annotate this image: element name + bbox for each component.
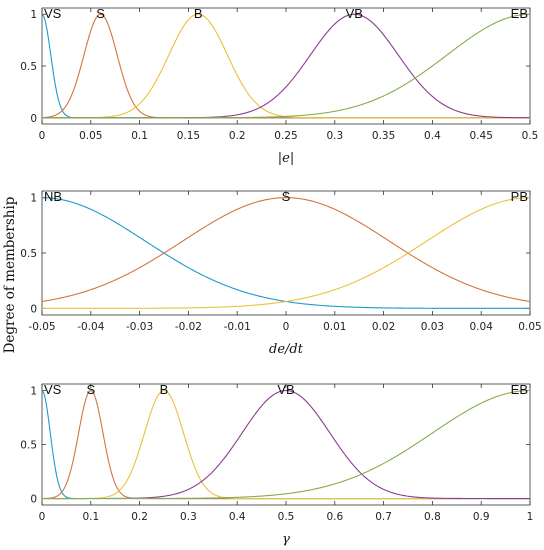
x-tick-label: 0.4 (424, 130, 441, 142)
x-tick-label: 0.8 (424, 511, 441, 523)
series-line-s (41, 197, 531, 303)
series-label-vb: VB (346, 6, 363, 21)
x-tick-label: 0.3 (180, 511, 197, 523)
x-axis-label: |e| (278, 151, 294, 166)
x-tick-label: 0.45 (470, 130, 493, 142)
x-tick-label: 0.3 (326, 130, 343, 142)
series-line-pb (42, 197, 531, 309)
series-label-vs: VS (44, 6, 62, 21)
y-tick-label: 1 (30, 193, 37, 205)
y-tick-label: 0.5 (20, 248, 37, 260)
x-tick-label: 0 (39, 130, 46, 142)
series-label-s: S (96, 6, 105, 21)
plot-area-frame (41, 383, 531, 506)
series-label-eb: EB (511, 6, 528, 21)
series-line-vs (41, 13, 530, 119)
x-tick-label: 0.25 (274, 130, 297, 142)
x-tick-label: 0.35 (372, 130, 395, 142)
series-line-eb (42, 13, 531, 119)
series-line-s (41, 389, 530, 500)
y-tick-label: 0 (30, 303, 37, 315)
series-label-eb: EB (511, 382, 528, 397)
x-tick-label: 0.5 (522, 130, 539, 142)
series-label-pb: PB (511, 189, 528, 204)
x-tick-label: -0.01 (224, 321, 251, 333)
x-tick-label: 0.2 (229, 130, 246, 142)
y-tick-label: 1 (30, 9, 37, 21)
x-tick-label: 0 (39, 511, 46, 523)
x-tick-label: -0.05 (28, 321, 55, 333)
x-tick-label: 0.1 (131, 130, 148, 142)
chart-panel-2: -0.05 -0.04 -0.03 -0.02 -0.01 0 0.01 0.02 0.03 0.… (20, 189, 541, 357)
x-tick-label: 0.02 (372, 321, 395, 333)
y-axis-label: Degree of membership (2, 197, 18, 354)
y-tick-label: 0 (30, 113, 37, 125)
series-line-nb (41, 197, 530, 309)
chart-panel-1: 0 0.05 0.1 0.15 0.2 0.25 0.3 0.35 0.4 0.45 0.5 0 0.5… (20, 6, 538, 166)
plot-area-frame (41, 190, 531, 316)
x-tick-label: 0.01 (323, 321, 346, 333)
x-tick-label: -0.03 (126, 321, 153, 333)
plot-area-frame (41, 7, 531, 125)
x-tick-label: -0.02 (175, 321, 202, 333)
x-tick-label: 1 (527, 511, 534, 523)
series-label-vs: VS (44, 382, 62, 397)
series-label-s: S (86, 382, 95, 397)
chart-panel-3: 0 0.1 0.2 0.3 0.4 0.5 0.6 0.7 0.8 0.9 1 0 0.5 1 γ VS S B V… (20, 382, 533, 547)
x-tick-label: 0.03 (421, 321, 444, 333)
x-tick-label: 0.4 (229, 511, 246, 523)
series-line-s (41, 13, 530, 119)
x-tick-label: 0.7 (375, 511, 392, 523)
x-tick-label: 0.04 (470, 321, 494, 333)
series-line-vs (41, 390, 530, 500)
y-tick-label: 1 (30, 385, 37, 397)
series-line-vb (42, 13, 530, 119)
x-axis-label: γ (282, 532, 290, 547)
y-tick-label: 0.5 (20, 61, 37, 73)
x-tick-label: 0.05 (518, 321, 541, 333)
y-tick-label: 0.5 (20, 440, 37, 452)
x-axis-label: de/dt (269, 342, 304, 357)
series-label-s: S (282, 189, 291, 204)
x-tick-label: 0.1 (82, 511, 99, 523)
x-tick-label: 0 (283, 321, 290, 333)
x-tick-label: 0.05 (79, 130, 102, 142)
y-tick-label: 0 (30, 494, 37, 506)
series-label-b: B (194, 6, 203, 21)
series-line-b (42, 389, 530, 500)
x-tick-label: 0.15 (177, 130, 200, 142)
series-label-nb: NB (44, 189, 62, 204)
x-tick-label: 0.9 (473, 511, 490, 523)
series-line-eb (42, 389, 531, 500)
series-line-vb (42, 389, 530, 500)
series-label-vb: VB (277, 382, 294, 397)
x-tick-label: 0.5 (278, 511, 295, 523)
x-tick-label: -0.04 (77, 321, 104, 333)
series-line-b (42, 13, 530, 119)
x-tick-label: 0.2 (131, 511, 148, 523)
x-tick-label: 0.6 (326, 511, 343, 523)
series-label-b: B (160, 382, 169, 397)
